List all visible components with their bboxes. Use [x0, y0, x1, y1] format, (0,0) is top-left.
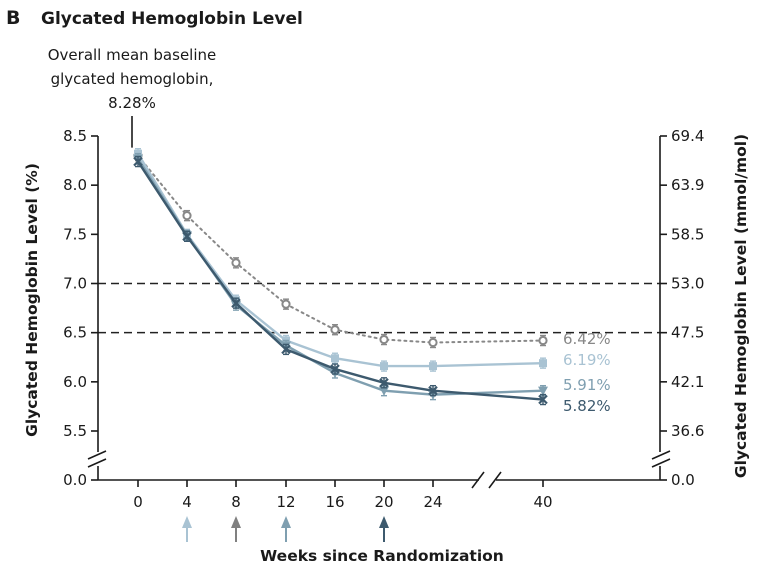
y2-axis-break-2 [651, 458, 671, 468]
x-tick-label: 24 [423, 493, 442, 511]
data-point [231, 298, 241, 308]
data-point [428, 385, 438, 396]
series-end-label: 5.91% [563, 376, 611, 394]
data-point [182, 231, 192, 242]
data-point [538, 335, 548, 346]
y-tick-label: 6.5 [63, 324, 87, 342]
y-tick-label: 6.0 [63, 373, 87, 391]
series-1 [134, 147, 547, 372]
data-point [379, 378, 389, 388]
y2-axis-break-1 [651, 450, 671, 460]
data-point [330, 364, 340, 374]
data-point [182, 211, 192, 221]
data-point [428, 337, 438, 348]
y2-axis-title: Glycated Hemoglobin Level (mmol/mol) [732, 134, 750, 478]
y2-tick-label: 42.1 [671, 373, 704, 391]
x-tick-label: 12 [276, 493, 295, 511]
timepoint-arrow-head [379, 516, 389, 528]
data-point [538, 394, 548, 405]
x-tick-label: 40 [533, 493, 552, 511]
y-tick-label: 5.5 [63, 422, 87, 440]
y-tick-label: 8.5 [63, 127, 87, 145]
data-point [380, 362, 388, 371]
timepoint-arrow-head [281, 516, 291, 528]
y2-tick-label: 36.6 [671, 422, 704, 440]
data-point [281, 299, 291, 309]
x-axis-break-1 [471, 471, 485, 489]
timepoint-arrow-head [231, 516, 241, 528]
series-end-label: 5.82% [563, 397, 611, 415]
x-tick-label: 8 [231, 493, 241, 511]
data-point [379, 334, 389, 345]
x-tick-label: 0 [133, 493, 143, 511]
y-tick-label: 7.5 [63, 225, 87, 243]
y-axis-break-1 [87, 450, 107, 460]
data-point [281, 344, 291, 355]
y-axis-break-2 [87, 458, 107, 468]
annotation-line-2: glycated hemoglobin, [51, 70, 214, 88]
data-point [330, 325, 340, 335]
series-line-0 [137, 154, 544, 344]
y2-tick-label: 69.4 [671, 127, 704, 145]
data-point [231, 258, 241, 268]
x-tick-label: 4 [182, 493, 192, 511]
x-tick-label: 20 [374, 493, 393, 511]
x-axis-break-2 [488, 471, 502, 489]
panel-letter: B [6, 7, 20, 29]
annotation-line-1: Overall mean baseline [48, 46, 217, 64]
series-line-3 [136, 160, 544, 401]
timepoint-arrow-head [182, 516, 192, 528]
y-axis-title: Glycated Hemoglobin Level (%) [23, 163, 41, 437]
y2-tick-label: 53.0 [671, 275, 704, 293]
x-axis-title: Weeks since Randomization [260, 547, 504, 565]
series-end-label: 6.19% [563, 351, 611, 369]
annotation-line-3: 8.28% [108, 94, 156, 112]
y-tick-label: 7.0 [63, 275, 87, 293]
series-line-1 [136, 153, 544, 368]
y2-tick-label: 63.9 [671, 176, 704, 194]
data-point [429, 362, 437, 371]
series-end-label: 6.42% [563, 330, 611, 348]
y2-tick-label: 0.0 [671, 471, 695, 489]
data-point [538, 386, 548, 396]
x-tick-label: 16 [325, 493, 344, 511]
y2-tick-label: 47.5 [671, 324, 704, 342]
data-point [539, 359, 547, 368]
panel-title: Glycated Hemoglobin Level [41, 9, 303, 29]
data-point [331, 354, 339, 363]
series-2 [133, 152, 548, 401]
data-point [379, 386, 389, 396]
series-3 [133, 155, 548, 406]
y2-tick-label: 58.5 [671, 225, 704, 243]
y-tick-label: 0.0 [63, 471, 87, 489]
data-point [133, 156, 143, 167]
y-tick-label: 8.0 [63, 176, 87, 194]
